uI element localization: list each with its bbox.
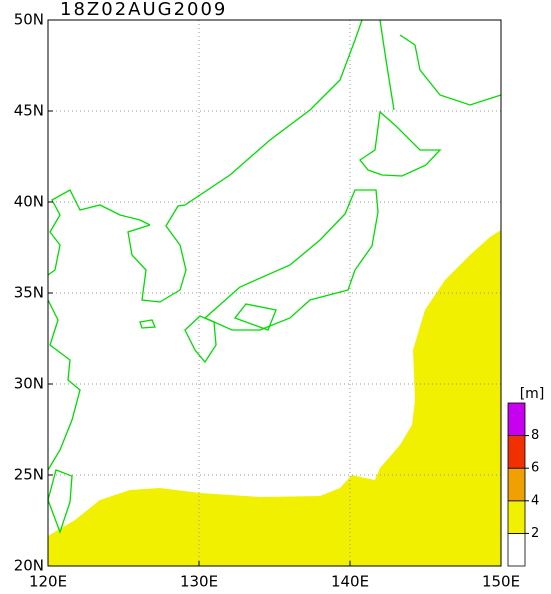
lat-label: 45N (14, 102, 44, 120)
coastline (203, 189, 379, 331)
coastline (399, 34, 502, 106)
colorbar-swatch (507, 533, 526, 567)
colorbar-swatch (507, 500, 526, 534)
coastline (184, 315, 217, 364)
colorbar-label: 6 (531, 461, 539, 476)
colorbar: [m] 2 4 6 8 (507, 386, 545, 567)
coastline (47, 189, 151, 276)
colorbar-unit: [m] (520, 386, 545, 402)
colorbar-swatch (507, 435, 526, 469)
lat-label: 35N (14, 284, 44, 302)
coastline (233, 303, 277, 331)
lat-label: 20N (14, 557, 44, 575)
lat-label: 40N (14, 193, 44, 211)
lat-label: 50N (14, 11, 44, 29)
lat-label: 30N (14, 375, 44, 393)
lon-label: 120E (29, 573, 67, 591)
colorbar-swatch (507, 402, 526, 436)
colorbar-label: 4 (531, 493, 539, 508)
axes: 120E 130E 140E 150E 20N 25N 30N 35N 40N 45N 50N (14, 11, 520, 591)
lon-label: 140E (331, 573, 369, 591)
colorbar-label: 8 (531, 428, 539, 443)
coastlines (47, 19, 502, 534)
wave-field (48, 230, 501, 566)
lon-label: 130E (180, 573, 218, 591)
lon-label: 150E (482, 573, 520, 591)
coastline (127, 19, 363, 303)
colorbar-label: 2 (531, 526, 539, 541)
coastline (47, 299, 81, 471)
coastline (359, 110, 442, 177)
coastline (47, 469, 73, 534)
map-title: 18Z02AUG2009 (60, 0, 227, 20)
coastline (379, 19, 395, 111)
lat-label: 25N (14, 466, 44, 484)
coastline (139, 319, 156, 329)
colorbar-swatch (507, 467, 526, 502)
grid (48, 20, 501, 566)
